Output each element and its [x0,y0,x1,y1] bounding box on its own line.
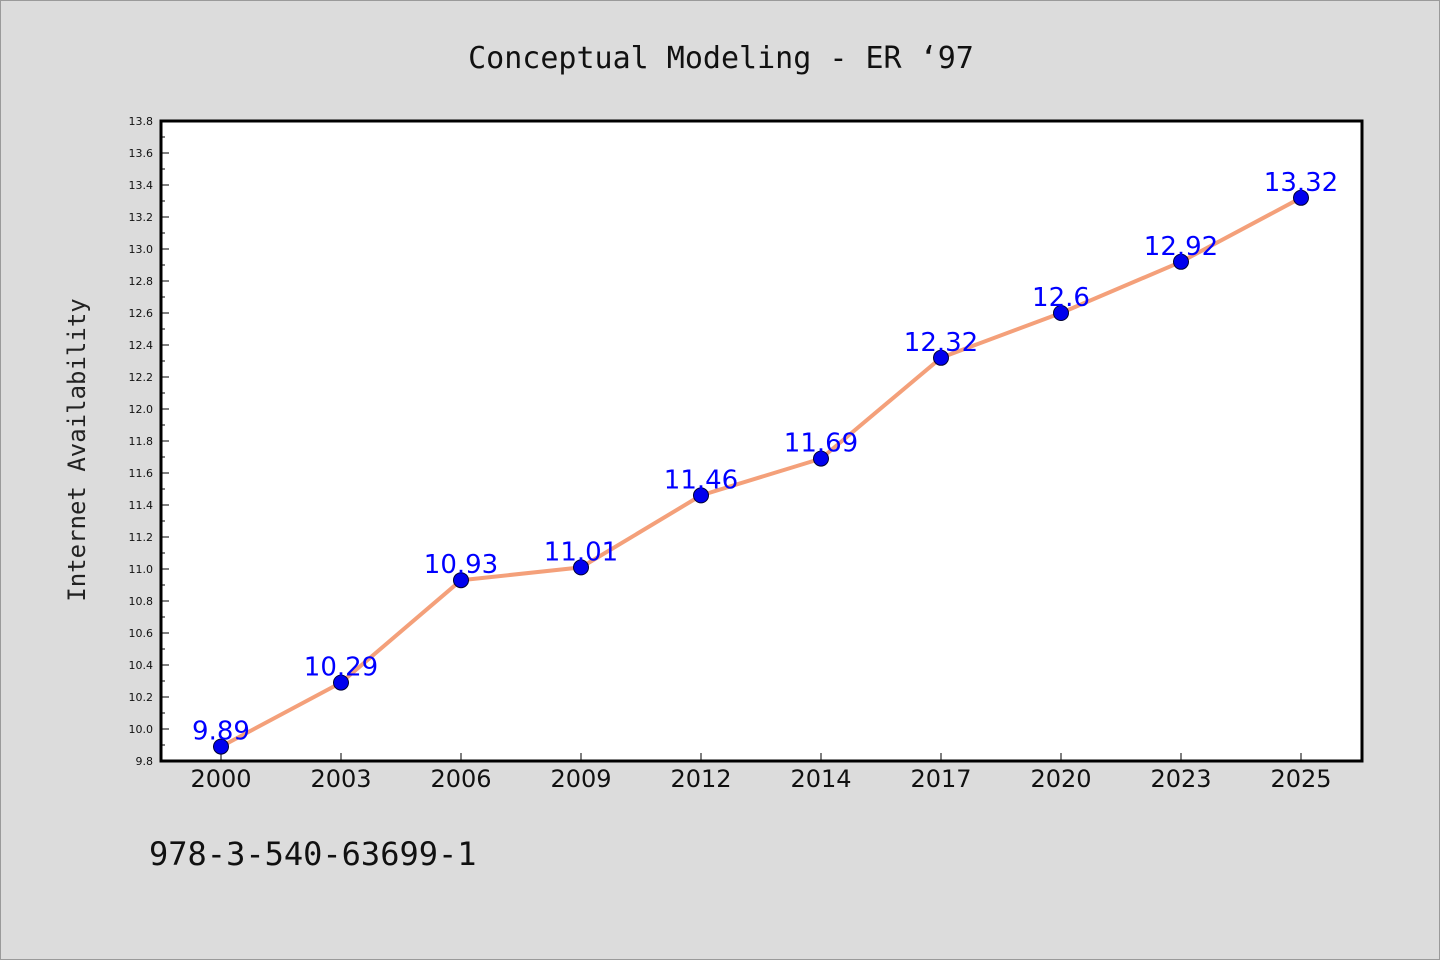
x-tick-label: 2006 [430,765,491,793]
data-label: 12.6 [1032,283,1090,313]
data-label: 12.32 [904,328,978,358]
data-label: 10.93 [424,550,498,580]
data-label: 13.32 [1264,168,1338,198]
chart-title: Conceptual Modeling - ER ‘97 [468,41,974,76]
x-tick-label: 2014 [790,765,851,793]
y-tick-label: 13.2 [129,211,154,224]
data-point-marker [333,674,349,691]
y-tick-label: 10.4 [129,659,154,672]
y-axis-label: Internet Availability [63,298,91,601]
y-tick-label: 13.6 [129,147,154,160]
y-tick-label: 11.0 [129,563,154,576]
series-line [220,196,1302,749]
data-label: 11.69 [784,429,858,459]
y-tick-label: 13.4 [129,179,154,192]
y-axis-ticks: 9.8 10.0 10.2 10.4 10.6 10.8 11.0 11.2 11.4 11.6 1… [129,115,169,768]
series-layer [213,189,1309,755]
y-tick-label: 9.8 [136,755,154,768]
x-tick-label: 2009 [550,765,611,793]
x-tick-label: 2023 [1150,765,1211,793]
data-point-marker [573,559,589,576]
x-tick-label: 2020 [1030,765,1091,793]
x-tick-label: 2025 [1270,765,1331,793]
data-label: 12.92 [1144,232,1218,262]
data-labels-layer: 9.89 10.29 10.93 11.01 11.46 11.69 12.32 12.6 12… [192,168,1338,747]
x-tick-label: 2000 [190,765,251,793]
data-label: 11.01 [544,537,618,567]
data-label: 11.46 [664,465,738,495]
data-label: 9.89 [192,717,250,747]
y-tick-label: 11.6 [129,467,154,480]
data-point-marker [1293,189,1309,206]
plot-area [161,121,1362,761]
data-point-marker [453,572,469,589]
isbn-footnote: 978-3-540-63699-1 [149,835,477,873]
data-point-marker [813,450,829,467]
data-point-marker [933,349,949,366]
y-tick-label: 12.6 [129,307,154,320]
y-tick-label: 13.8 [129,115,154,128]
x-tick-label: 2003 [310,765,371,793]
data-point-marker [693,487,709,504]
y-tick-label: 11.8 [129,435,154,448]
x-tick-label: 2017 [910,765,971,793]
y-tick-label: 10.6 [129,627,154,640]
y-tick-label: 12.2 [129,371,154,384]
y-tick-label: 12.0 [129,403,154,416]
x-axis-ticks: 2000 2003 2006 2009 2012 2014 2017 2020 2023 2025 [190,753,1332,793]
y-tick-label: 12.8 [129,275,154,288]
y-tick-label: 13.0 [129,243,154,256]
data-point-marker [1173,253,1189,270]
plot-frame [159,119,1364,763]
data-point-marker [213,738,229,755]
data-point-marker [1053,305,1069,321]
y-tick-label: 10.2 [129,691,154,704]
y-tick-label: 12.4 [129,339,154,352]
y-tick-label: 11.2 [129,531,154,544]
y-tick-label: 11.4 [129,499,154,512]
y-tick-label: 10.8 [129,595,154,608]
x-tick-label: 2012 [670,765,731,793]
data-label: 10.29 [304,653,378,683]
y-tick-label: 10.0 [129,723,154,736]
